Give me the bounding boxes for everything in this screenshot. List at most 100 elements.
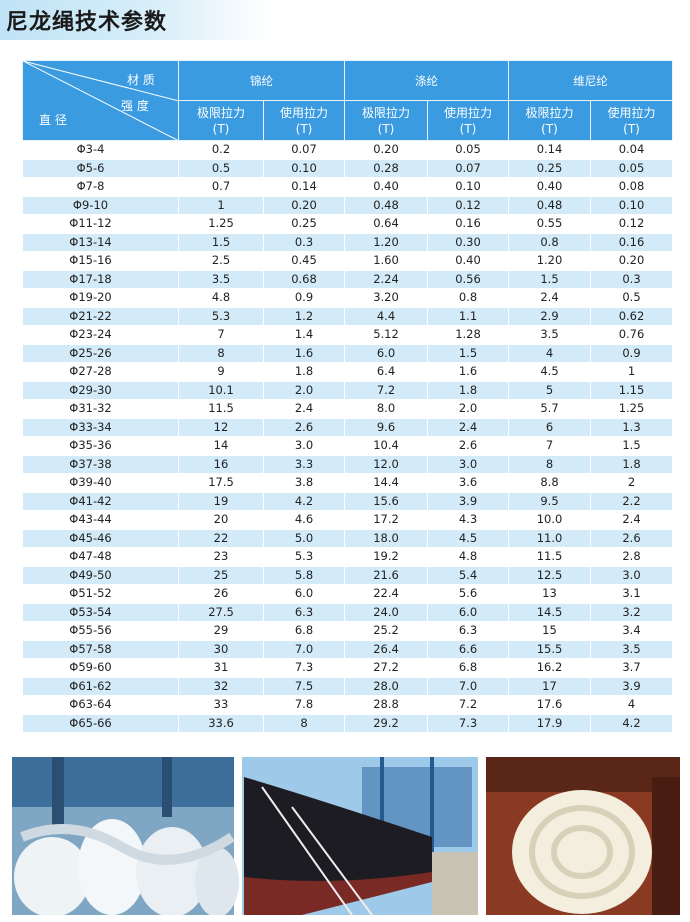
value-cell: 1.28 [427, 325, 509, 345]
table-row: Φ53-54 27.5 6.3 24.0 6.0 14.5 3.2 [22, 602, 673, 622]
value-cell: 13 [508, 584, 591, 604]
value-cell: 9.5 [508, 491, 591, 511]
column-unit: (T) [459, 121, 477, 136]
value-cell: 6.0 [263, 584, 345, 604]
column-header: 极限拉力 (T) [178, 100, 264, 141]
diameter-cell: Φ33-34 [22, 417, 179, 437]
value-cell: 1.6 [427, 362, 509, 382]
value-cell: 2.9 [508, 306, 591, 326]
value-cell: 4.5 [427, 528, 509, 548]
diameter-cell: Φ53-54 [22, 602, 179, 622]
table-row: Φ9-10 1 0.20 0.48 0.12 0.48 0.10 [22, 195, 673, 215]
value-cell: 0.40 [508, 177, 591, 197]
table-body: Φ3-4 0.2 0.07 0.20 0.05 0.14 0.04 Φ5-6 0.5 0.10 0.… [22, 140, 673, 733]
diameter-cell: Φ19-20 [22, 288, 179, 308]
value-cell: 8 [178, 343, 264, 363]
value-cell: 5.6 [427, 584, 509, 604]
corner-diameter: 直 径 [39, 113, 67, 127]
value-cell: 29 [178, 621, 264, 641]
value-cell: 3.0 [263, 436, 345, 456]
diameter-cell: Φ59-60 [22, 658, 179, 678]
value-cell: 3.20 [344, 288, 428, 308]
value-cell: 29.2 [344, 713, 428, 733]
value-cell: 27.5 [178, 602, 264, 622]
diameter-cell: Φ51-52 [22, 584, 179, 604]
value-cell: 10.1 [178, 380, 264, 400]
value-cell: 0.7 [178, 177, 264, 197]
table-row: Φ3-4 0.2 0.07 0.20 0.05 0.14 0.04 [22, 140, 673, 160]
value-cell: 11.5 [508, 547, 591, 567]
value-cell: 3.2 [590, 602, 673, 622]
value-cell: 8.8 [508, 473, 591, 493]
diameter-cell: Φ15-16 [22, 251, 179, 271]
value-cell: 7.8 [263, 695, 345, 715]
diameter-cell: Φ3-4 [22, 140, 179, 160]
value-cell: 4.8 [178, 288, 264, 308]
corner-cell: 材 质 强 度 直 径 [22, 60, 179, 141]
value-cell: 8 [508, 454, 591, 474]
value-cell: 0.9 [263, 288, 345, 308]
value-cell: 0.14 [263, 177, 345, 197]
diameter-cell: Φ27-28 [22, 362, 179, 382]
value-cell: 15.6 [344, 491, 428, 511]
value-cell: 0.5 [178, 158, 264, 178]
value-cell: 10.0 [508, 510, 591, 530]
value-cell: 2.6 [263, 417, 345, 437]
value-cell: 3.5 [508, 325, 591, 345]
value-cell: 24.0 [344, 602, 428, 622]
table-row: Φ41-42 19 4.2 15.6 3.9 9.5 2.2 [22, 491, 673, 511]
value-cell: 5.4 [427, 565, 509, 585]
photo-rope-bundle [12, 757, 239, 915]
photo-rope-coil [486, 757, 680, 915]
value-cell: 7.0 [263, 639, 345, 659]
table-row: Φ59-60 31 7.3 27.2 6.8 16.2 3.7 [22, 658, 673, 678]
value-cell: 0.07 [263, 140, 345, 160]
value-cell: 3.5 [178, 269, 264, 289]
table-row: Φ13-14 1.5 0.3 1.20 0.30 0.8 0.16 [22, 232, 673, 252]
value-cell: 5 [508, 380, 591, 400]
value-cell: 1.1 [427, 306, 509, 326]
diameter-cell: Φ21-22 [22, 306, 179, 326]
value-cell: 6.3 [263, 602, 345, 622]
page-title: 尼龙绳技术参数 [6, 10, 168, 35]
value-cell: 3.1 [590, 584, 673, 604]
table-row: Φ21-22 5.3 1.2 4.4 1.1 2.9 0.62 [22, 306, 673, 326]
table-row: Φ55-56 29 6.8 25.2 6.3 15 3.4 [22, 621, 673, 641]
diameter-cell: Φ35-36 [22, 436, 179, 456]
subheader-row: 极限拉力 (T) 使用拉力 (T) 极限拉力 (T) 使用拉力 (T) 极限拉力 (T) 使用拉力(… [23, 100, 673, 141]
value-cell: 0.10 [427, 177, 509, 197]
value-cell: 3.8 [263, 473, 345, 493]
value-cell: 0.5 [590, 288, 673, 308]
diameter-cell: Φ61-62 [22, 676, 179, 696]
value-cell: 0.04 [590, 140, 673, 160]
diameter-cell: Φ63-64 [22, 695, 179, 715]
value-cell: 3.9 [590, 676, 673, 696]
value-cell: 1.4 [263, 325, 345, 345]
value-cell: 5.3 [263, 547, 345, 567]
value-cell: 2 [590, 473, 673, 493]
value-cell: 4 [508, 343, 591, 363]
value-cell: 6.3 [427, 621, 509, 641]
value-cell: 4.3 [427, 510, 509, 530]
value-cell: 3.9 [427, 491, 509, 511]
value-cell: 0.30 [427, 232, 509, 252]
value-cell: 5.0 [263, 528, 345, 548]
value-cell: 16.2 [508, 658, 591, 678]
value-cell: 2.8 [590, 547, 673, 567]
column-unit: (T) [623, 121, 640, 136]
table-row: Φ25-26 8 1.6 6.0 1.5 4 0.9 [22, 343, 673, 363]
value-cell: 0.9 [590, 343, 673, 363]
value-cell: 4.4 [344, 306, 428, 326]
photo-ship [242, 757, 478, 915]
corner-strength: 强 度 [121, 99, 149, 113]
header-row: 材 质 强 度 直 径 锦纶 涤纶 维尼纶 [22, 60, 673, 141]
table-row: Φ23-24 7 1.4 5.12 1.28 3.5 0.76 [22, 325, 673, 345]
value-cell: 1 [590, 362, 673, 382]
diameter-cell: Φ37-38 [22, 454, 179, 474]
value-cell: 0.62 [590, 306, 673, 326]
value-cell: 3.5 [590, 639, 673, 659]
value-cell: 0.3 [263, 232, 345, 252]
diameter-cell: Φ39-40 [22, 473, 179, 493]
value-cell: 6.0 [344, 343, 428, 363]
value-cell: 6.0 [427, 602, 509, 622]
